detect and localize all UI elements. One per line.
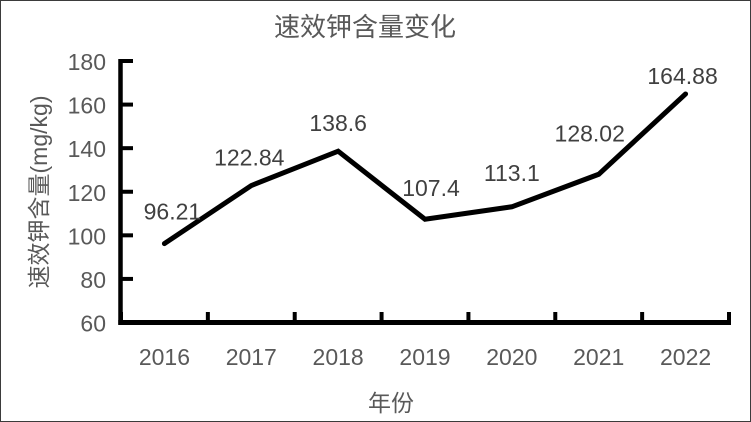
y-tick-label: 60 bbox=[80, 311, 106, 337]
y-tick-label: 100 bbox=[68, 223, 106, 249]
x-tick-label: 2018 bbox=[313, 344, 364, 370]
x-axis-title: 年份 bbox=[368, 390, 414, 416]
y-tick-label: 140 bbox=[68, 136, 106, 162]
x-tick-label: 2019 bbox=[399, 344, 450, 370]
data-label: 107.4 bbox=[402, 175, 460, 201]
y-tick-label: 80 bbox=[80, 267, 106, 293]
y-tick-label: 180 bbox=[68, 49, 106, 75]
x-tick-label: 2017 bbox=[226, 344, 277, 370]
data-label: 128.02 bbox=[555, 120, 625, 146]
chart-title: 速效钾含量变化 bbox=[273, 12, 456, 42]
data-label: 164.88 bbox=[647, 63, 717, 89]
x-tick-label: 2020 bbox=[486, 344, 537, 370]
x-tick-label: 2022 bbox=[660, 344, 711, 370]
y-tick-label: 120 bbox=[68, 180, 106, 206]
data-label: 122.84 bbox=[214, 145, 285, 171]
data-label: 138.6 bbox=[309, 110, 367, 136]
x-tick-label: 2016 bbox=[139, 344, 190, 370]
x-tick-label: 2021 bbox=[573, 344, 624, 370]
data-label: 96.21 bbox=[144, 199, 202, 225]
data-label: 113.1 bbox=[484, 160, 540, 186]
data-series-line bbox=[161, 91, 689, 247]
y-tick-label: 160 bbox=[68, 93, 106, 119]
